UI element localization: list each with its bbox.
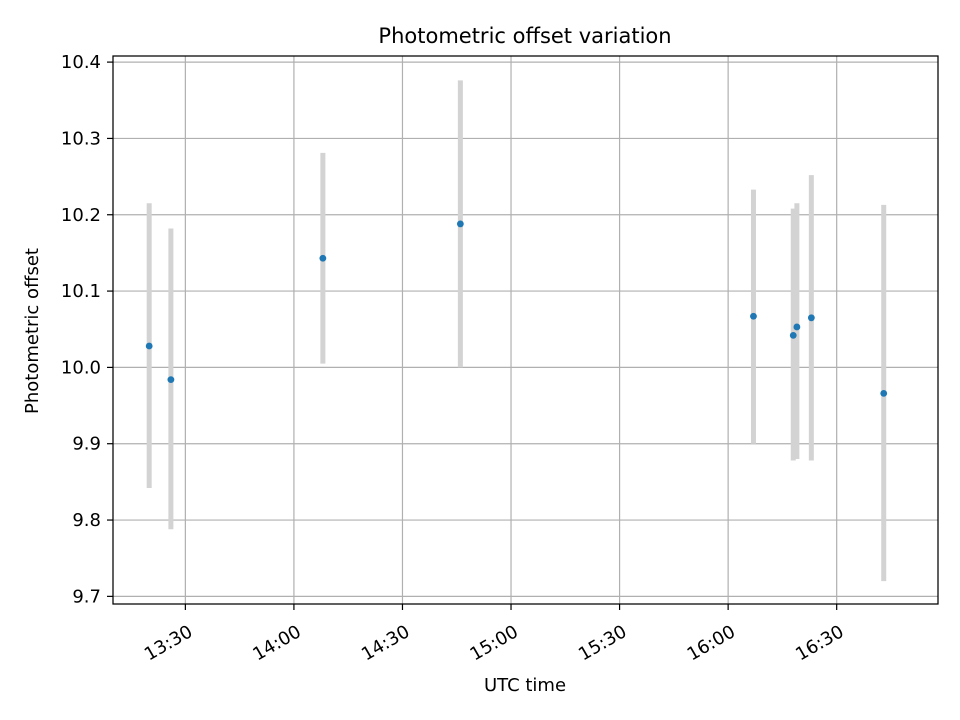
data-point xyxy=(167,376,175,384)
grid-lines xyxy=(113,56,938,604)
y-tick-label: 10.4 xyxy=(61,52,101,73)
y-tick-label: 10.1 xyxy=(61,281,101,302)
y-tick-label: 9.8 xyxy=(72,510,101,531)
data-point xyxy=(789,331,797,339)
chart-title: Photometric offset variation xyxy=(378,24,671,48)
y-tick-label: 10.0 xyxy=(61,357,101,378)
y-tick-label: 9.9 xyxy=(72,434,101,455)
y-tick-label: 10.2 xyxy=(61,205,101,226)
y-axis-ticks: 9.7 9.8 9.9 10.0 10.1 10.2 10.3 10.4 xyxy=(61,52,113,607)
data-point xyxy=(750,312,757,320)
y-tick-label: 10.3 xyxy=(61,128,101,149)
plot-area-frame xyxy=(112,55,939,605)
y-axis-label: Photometric offset xyxy=(22,248,43,414)
y-tick-label: 9.7 xyxy=(72,586,101,607)
data-point xyxy=(807,314,815,322)
data-point xyxy=(319,254,327,262)
data-point xyxy=(456,220,464,228)
x-axis-label: UTC time xyxy=(484,675,566,696)
data-points xyxy=(145,220,888,397)
data-point xyxy=(880,389,888,397)
data-point xyxy=(145,342,153,350)
data-point xyxy=(793,323,801,331)
